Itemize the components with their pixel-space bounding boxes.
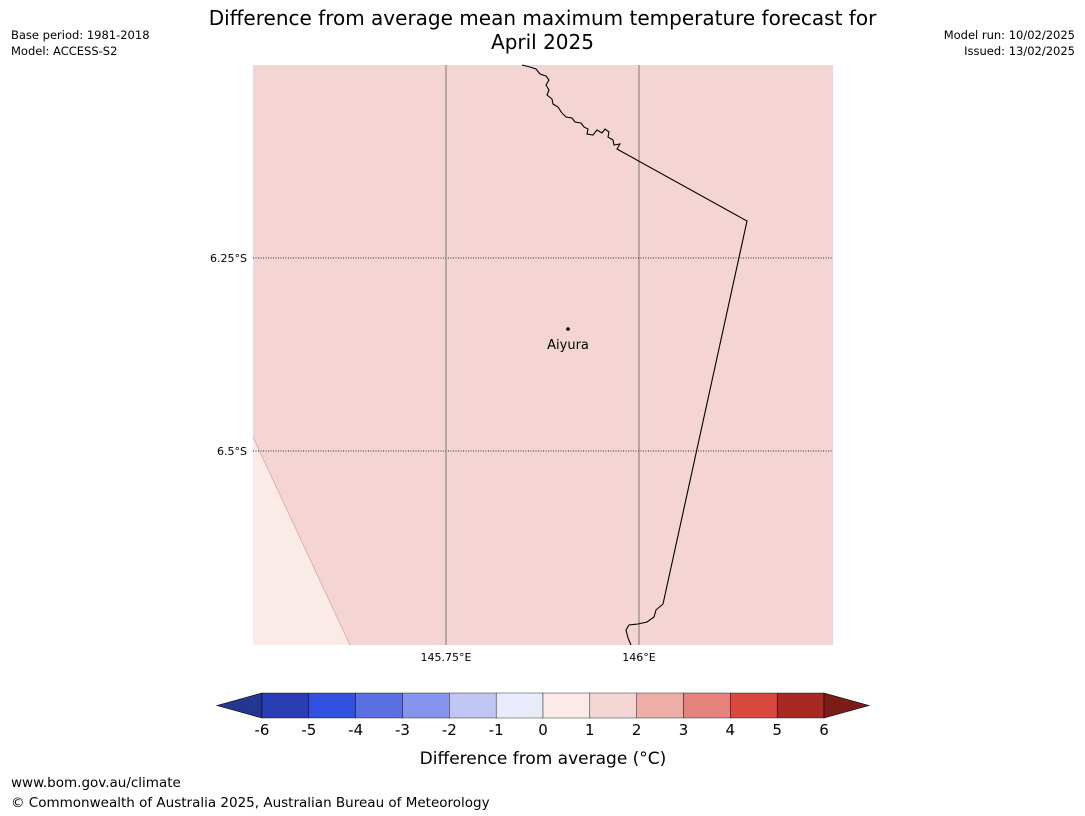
- colorbar-swatch: [495, 692, 544, 719]
- lon-label-146: 146°E: [622, 651, 655, 664]
- colorbar-swatch: [308, 692, 356, 719]
- colorbar-extend-low: [215, 692, 263, 719]
- colorbar-tick-label: 2: [632, 721, 642, 739]
- forecast-map: Aiyura 6.25°S 6.5°S 145.75°E 146°E: [210, 64, 833, 664]
- place-marker: [566, 327, 570, 331]
- colorbar-extend-high: [823, 692, 871, 719]
- place-label: Aiyura: [547, 338, 589, 353]
- colorbar-swatch: [730, 692, 778, 719]
- colorbar-tick-label: 6: [819, 721, 829, 739]
- border-line: [521, 64, 748, 646]
- lat-label-6-25: 6.25°S: [210, 252, 247, 265]
- colorbar-swatch: [542, 692, 591, 719]
- footer-url[interactable]: www.bom.gov.au/climate: [11, 775, 181, 791]
- colorbar: -6 -5 -4 -3 -2 -1 0 1 2 3 4 5 6 Difference from aver…: [215, 692, 871, 769]
- base-period-text: Base period: 1981-2018: [11, 28, 150, 42]
- map-contour-line: [252, 436, 351, 646]
- colorbar-tick-label: -3: [395, 721, 410, 739]
- colorbar-swatch: [776, 692, 825, 719]
- colorbar-tick-label: -1: [489, 721, 504, 739]
- run-info: Model run: 10/02/2025 Issued: 13/02/2025: [944, 27, 1075, 59]
- colorbar-swatch: [261, 692, 310, 719]
- colorbar-tick-label: -5: [301, 721, 316, 739]
- model-info: Base period: 1981-2018 Model: ACCESS-S2: [11, 27, 150, 59]
- colorbar-swatch: [636, 692, 684, 719]
- colorbar-swatch: [402, 692, 450, 719]
- model-run-text: Model run: 10/02/2025: [943, 28, 1075, 42]
- colorbar-swatch: [589, 692, 637, 719]
- colorbar-tick-label: 3: [679, 721, 689, 739]
- colorbar-tick-label: -4: [348, 721, 363, 739]
- colorbar-swatch: [683, 692, 731, 719]
- lat-label-6-5: 6.5°S: [217, 445, 247, 458]
- colorbar-tick-label: -2: [442, 721, 457, 739]
- colorbar-tick-label: 5: [772, 721, 782, 739]
- issued-text: Issued: 13/02/2025: [964, 44, 1075, 58]
- colorbar-swatch: [449, 692, 497, 719]
- title-line-1: Difference from average mean maximum tem…: [208, 6, 877, 30]
- colorbar-tick-label: 1: [585, 721, 595, 739]
- model-text: Model: ACCESS-S2: [11, 44, 118, 58]
- page-title: Difference from average mean maximum tem…: [0, 6, 1085, 54]
- footer-copyright: © Commonwealth of Australia 2025, Austra…: [11, 795, 490, 811]
- colorbar-tick-label: 0: [538, 721, 548, 739]
- colorbar-tick-label: -6: [255, 721, 270, 739]
- lon-label-145-75: 145.75°E: [421, 651, 472, 664]
- colorbar-swatch: [355, 692, 403, 719]
- colorbar-swatches: [215, 692, 871, 719]
- title-line-2: April 2025: [491, 30, 594, 54]
- map-fill-main: [253, 65, 833, 645]
- colorbar-tick-label: 4: [726, 721, 736, 739]
- colorbar-ticks: -6 -5 -4 -3 -2 -1 0 1 2 3 4 5 6: [255, 721, 829, 739]
- colorbar-label: Difference from average (°C): [420, 749, 667, 769]
